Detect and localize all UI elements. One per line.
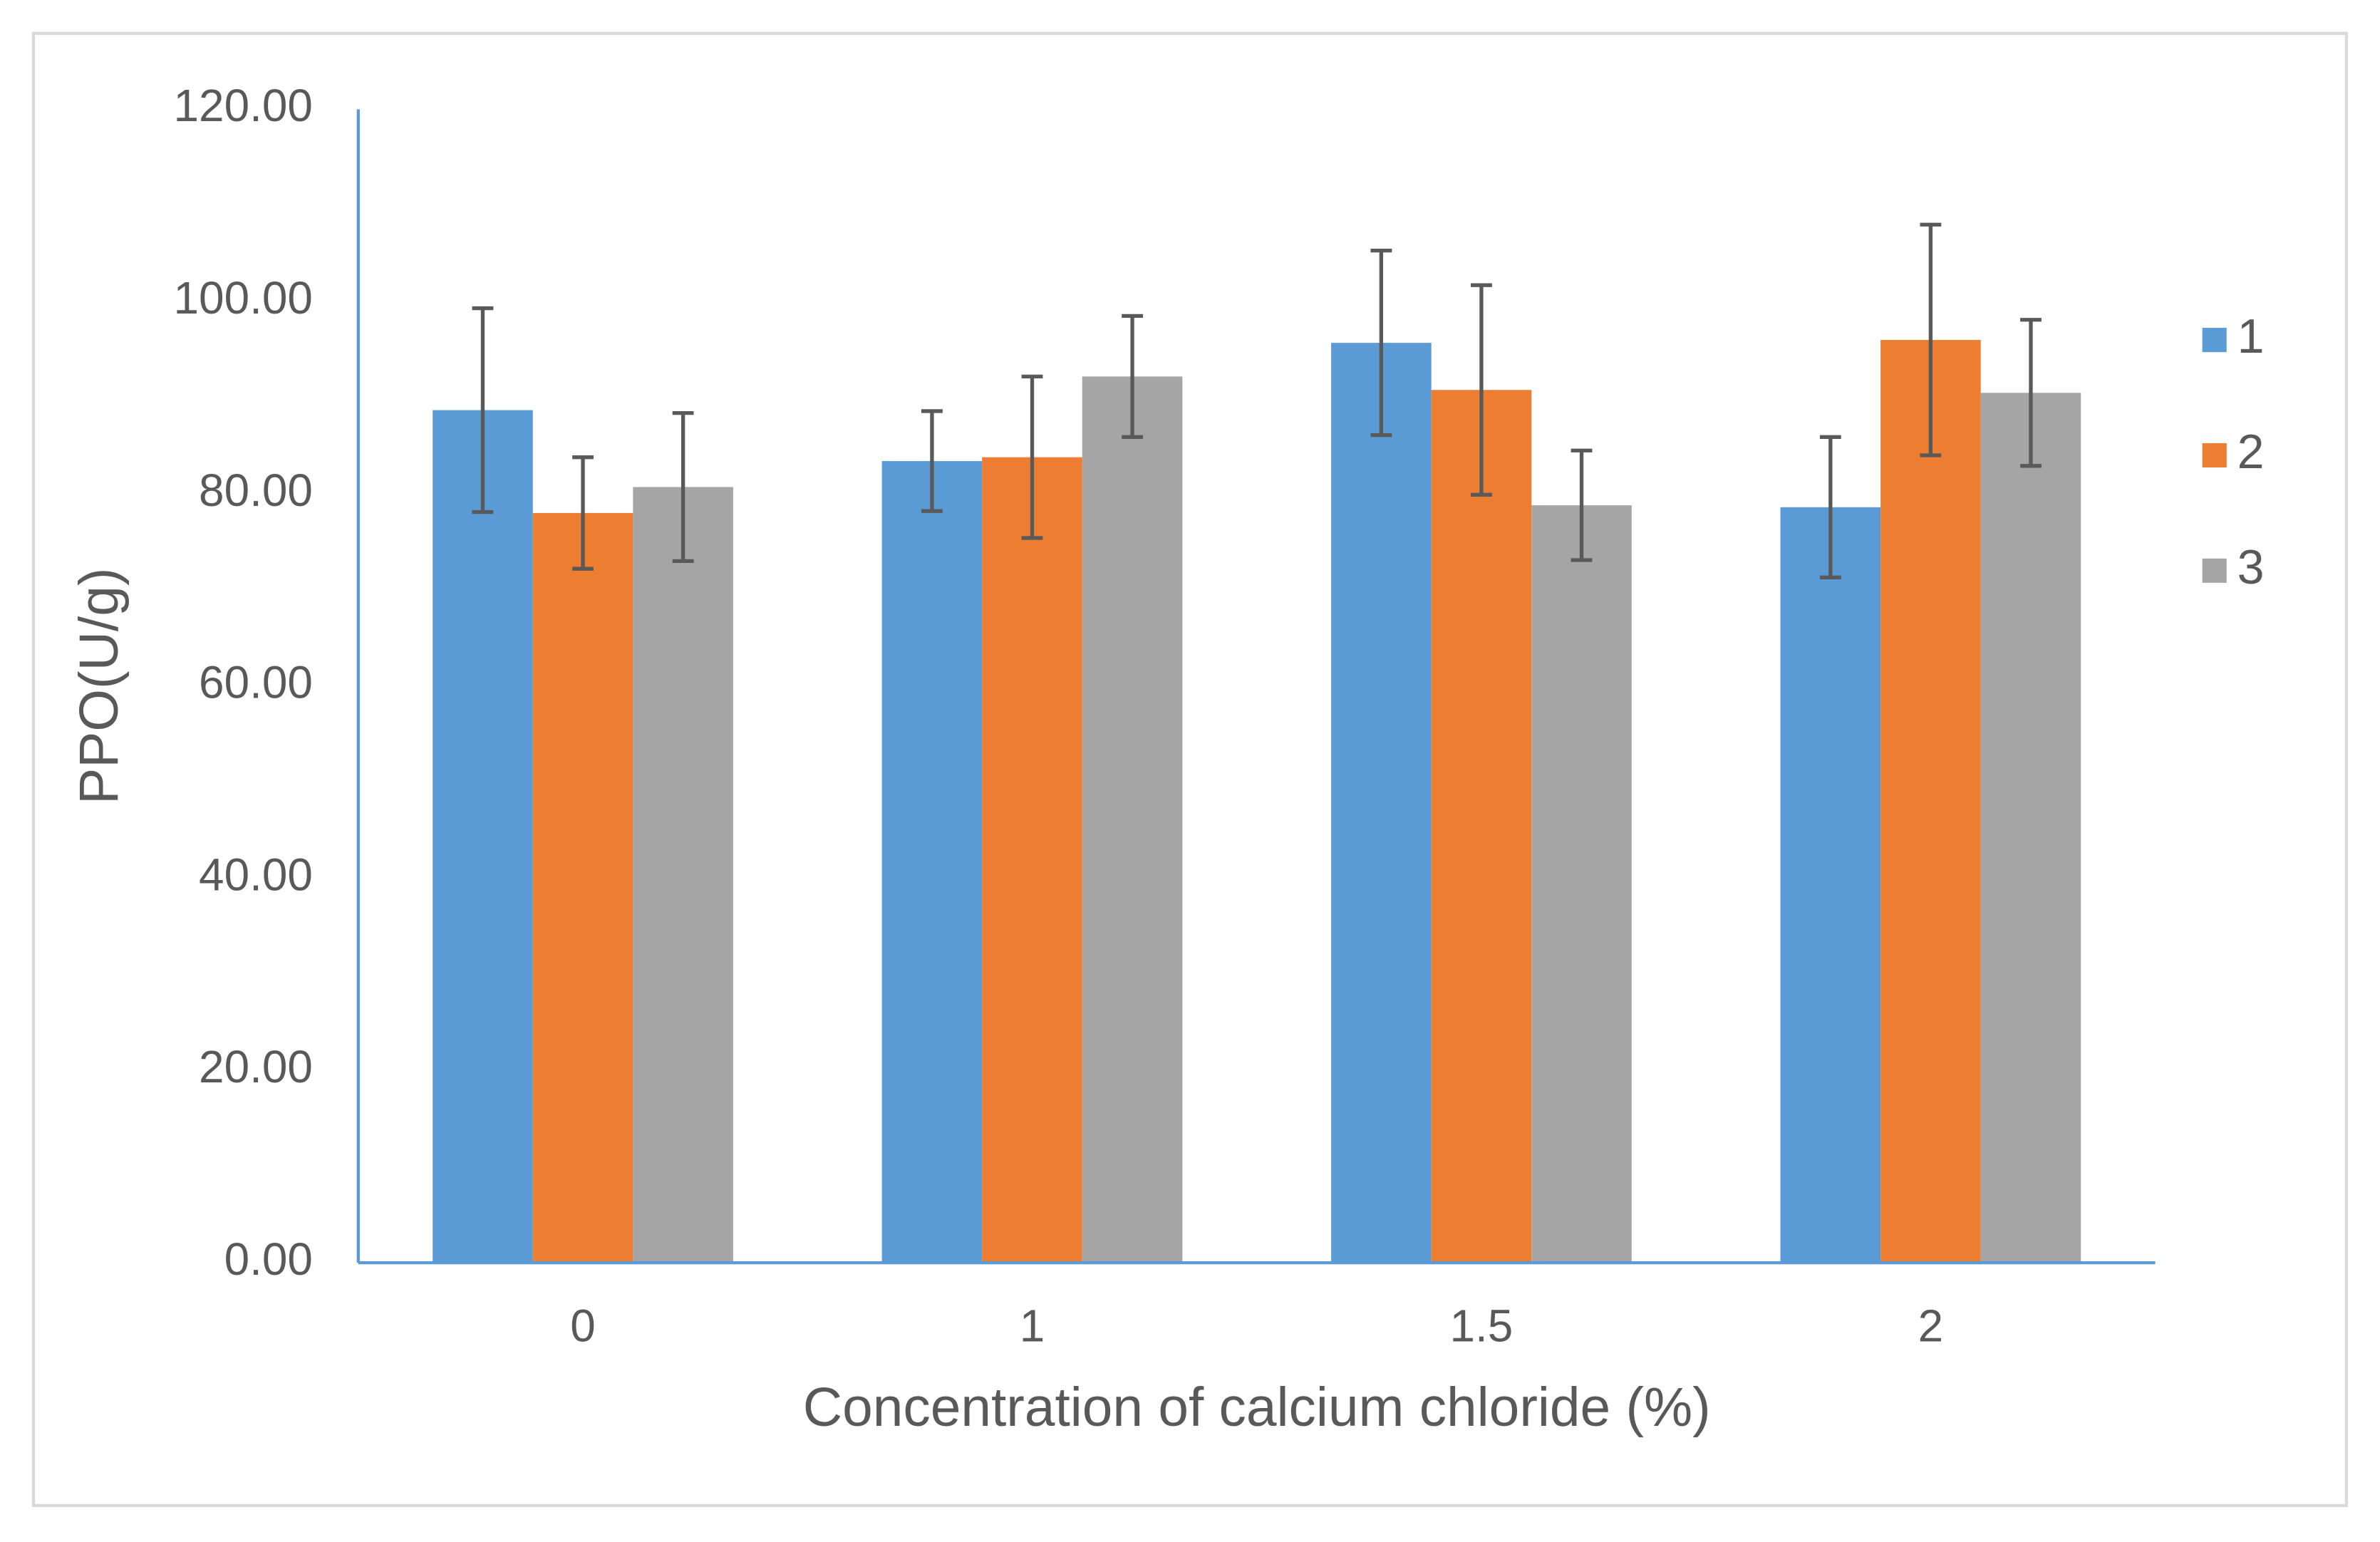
- bar: [1431, 390, 1532, 1263]
- bar: [1980, 393, 2081, 1263]
- error-bar: [1819, 435, 1841, 579]
- error-bar: [672, 410, 694, 564]
- error-bar: [1571, 448, 1593, 562]
- bar: [1082, 376, 1183, 1263]
- legend-swatch: [2202, 443, 2227, 468]
- y-tick-label: 60.00: [199, 657, 313, 708]
- bar: [433, 410, 533, 1263]
- bar: [1531, 505, 1632, 1263]
- bar: [982, 457, 1082, 1263]
- error-bar: [472, 306, 494, 514]
- legend-swatch: [2202, 558, 2227, 583]
- x-axis-title: Concentration of calcium chloride (%): [803, 1377, 1711, 1438]
- x-tick-label: 1: [1020, 1300, 1045, 1352]
- error-bar: [1122, 314, 1143, 440]
- x-tick-label: 0: [570, 1300, 596, 1352]
- legend-label: 2: [2237, 425, 2265, 479]
- error-bar: [2020, 318, 2042, 468]
- y-tick-label: 100.00: [174, 272, 313, 324]
- bar: [1331, 343, 1432, 1263]
- error-bar: [572, 455, 594, 571]
- y-tick-label: 120.00: [174, 80, 313, 131]
- y-axis-title: PPO(U/g): [69, 568, 130, 804]
- error-bar: [1920, 222, 1942, 457]
- bar: [532, 512, 633, 1263]
- error-bar: [1370, 248, 1392, 438]
- y-tick-label: 40.00: [199, 849, 313, 900]
- bar: [633, 487, 733, 1263]
- error-bar: [1021, 374, 1043, 540]
- legend-label: 1: [2237, 309, 2265, 363]
- bar: [1880, 340, 1981, 1263]
- x-tick-label: 1.5: [1450, 1300, 1514, 1352]
- y-tick-label: 80.00: [199, 465, 313, 516]
- bar: [1780, 507, 1881, 1263]
- error-bar: [921, 409, 943, 513]
- error-bar: [1471, 283, 1492, 497]
- x-tick-label: 2: [1918, 1300, 1944, 1352]
- bar: [881, 461, 983, 1263]
- legend-label: 3: [2237, 540, 2265, 594]
- y-tick-label: 20.00: [199, 1041, 313, 1092]
- y-tick-label: 0.00: [224, 1233, 313, 1285]
- legend-swatch: [2202, 328, 2227, 353]
